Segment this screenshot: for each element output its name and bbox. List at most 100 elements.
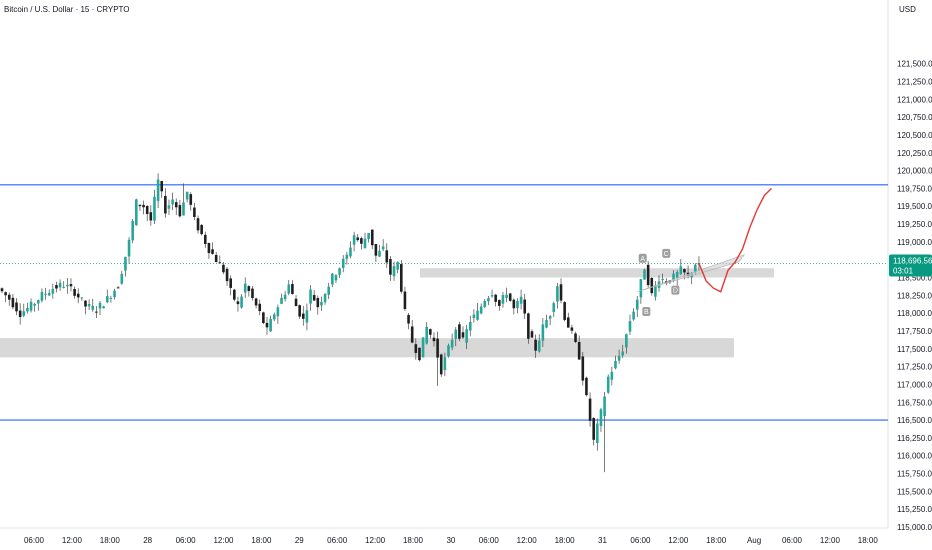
candle-body: [272, 314, 276, 320]
candle-body: [153, 196, 156, 221]
candle-body: [603, 396, 606, 417]
candle: [548, 315, 552, 326]
candle: [276, 304, 280, 324]
candle: [189, 192, 193, 211]
candle: [614, 355, 617, 370]
candle-body: [312, 295, 316, 301]
chart-title: Bitcoin / U.S. Dollar · 15 · CRYPTO: [4, 5, 130, 14]
candle: [305, 303, 309, 331]
candle: [334, 274, 338, 283]
candle: [628, 314, 632, 335]
candle-body: [243, 283, 247, 293]
candle-body: [483, 301, 487, 307]
candle-body: [203, 234, 207, 244]
candle-body: [530, 331, 534, 338]
candle: [178, 199, 182, 218]
candle-body: [439, 354, 443, 375]
candle-body: [178, 205, 182, 217]
candle-body: [345, 254, 349, 259]
candle: [458, 321, 461, 342]
candle: [374, 243, 378, 262]
currency-label[interactable]: USD: [899, 5, 916, 14]
candle-body: [247, 286, 251, 292]
candle: [465, 324, 468, 350]
candle: [592, 417, 595, 446]
candle: [530, 329, 534, 338]
candles-layer: [0, 173, 701, 473]
candle-body: [262, 312, 265, 324]
x-tick-label: 12:00: [820, 536, 841, 545]
candle-body: [222, 264, 225, 273]
candle-body: [407, 314, 410, 324]
candle-body: [91, 305, 95, 310]
candle-body: [102, 306, 105, 309]
candle-body: [505, 294, 508, 298]
candle: [298, 304, 301, 319]
candle: [4, 291, 7, 303]
candle: [512, 298, 516, 315]
candle-body: [135, 199, 138, 226]
candle-body: [352, 235, 356, 245]
candle: [472, 309, 476, 323]
candle: [0, 287, 4, 294]
candle-body: [11, 297, 15, 308]
candle-body: [316, 297, 320, 308]
candle: [87, 299, 91, 310]
candle: [468, 315, 472, 337]
chart-pane[interactable]: [0, 0, 888, 528]
candle-body: [556, 286, 559, 302]
candle-body: [254, 298, 258, 306]
candle: [222, 262, 225, 275]
x-tick-label: 06:00: [630, 536, 651, 545]
candle: [454, 327, 458, 347]
candle-body: [211, 249, 214, 254]
candle-body: [327, 286, 330, 295]
candle-body: [610, 371, 614, 380]
support-zone: [0, 338, 734, 358]
y-tick-label: 115,750.00: [897, 470, 932, 479]
candle-body: [182, 202, 185, 216]
candle-body: [559, 284, 563, 301]
candle: [135, 198, 138, 226]
candle: [22, 303, 26, 318]
candle-body: [574, 333, 577, 343]
y-tick-label: 118,000.00: [897, 309, 932, 318]
candle-body: [214, 254, 218, 263]
candle: [167, 199, 171, 215]
last-price-tag-bg: [889, 254, 932, 277]
pattern-point-label-bg: [662, 248, 671, 258]
candle-body: [0, 288, 4, 292]
candle: [69, 278, 73, 292]
x-axis-ticks: 06:00 12:00 18:00 28 06:00 12:00 18:00 29 06:00 1…: [24, 536, 878, 545]
candle-body: [465, 329, 468, 343]
candle-body: [519, 296, 523, 304]
candle-body: [374, 244, 378, 256]
candle-body: [614, 361, 617, 369]
projection-layer: [698, 187, 773, 293]
levels-layer: [0, 184, 888, 421]
candle-body: [47, 292, 51, 296]
candle-body: [138, 204, 142, 207]
candle-body: [436, 338, 439, 358]
candle: [283, 290, 287, 302]
candle: [436, 331, 439, 386]
candle-body: [26, 307, 29, 312]
pattern-wedge: [637, 254, 746, 293]
candle: [243, 277, 247, 298]
candle: [566, 312, 570, 328]
candle: [349, 241, 352, 259]
y-tick-label: 120,500.00: [897, 131, 932, 140]
candle: [617, 349, 621, 364]
candle-body: [283, 294, 287, 300]
y-tick-label: 116,250.00: [897, 434, 932, 443]
candle: [218, 255, 222, 264]
x-tick-label: 06:00: [782, 536, 803, 545]
y-tick-label: 115,000.00: [897, 523, 932, 532]
candle-body: [87, 304, 91, 307]
candle: [174, 198, 178, 216]
y-tick-label: 115,250.00: [897, 505, 932, 514]
y-tick-label: 118,250.00: [897, 291, 932, 300]
candle-body: [432, 337, 436, 342]
candle: [171, 192, 174, 211]
